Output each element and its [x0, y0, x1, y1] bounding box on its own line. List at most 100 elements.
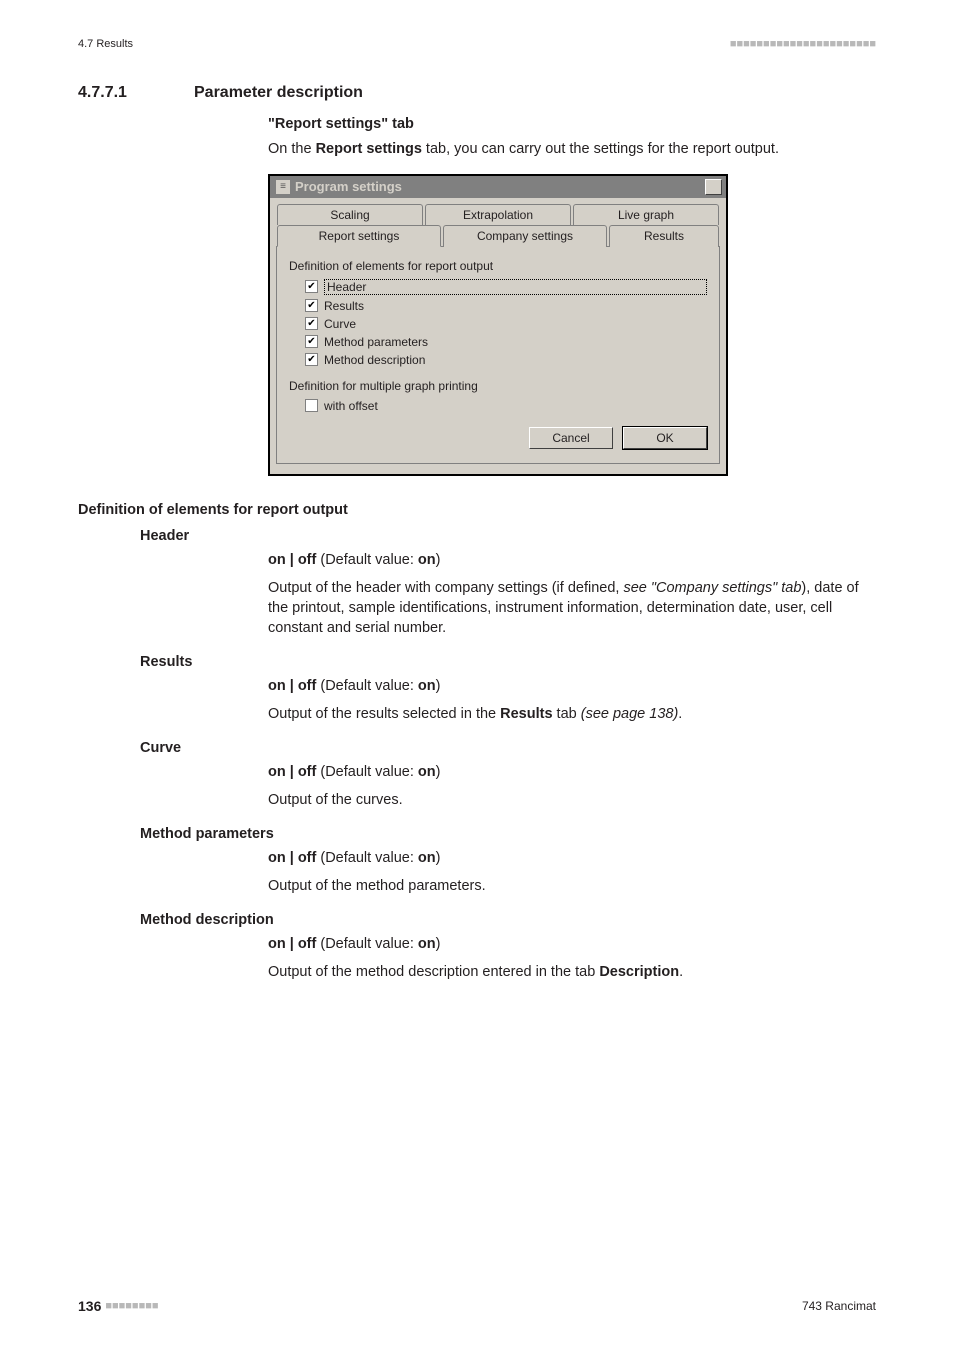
checkbox-method-parameters[interactable]	[305, 335, 318, 348]
checkbox-row-curve: Curve	[289, 315, 707, 333]
definition-curve-opt-val: on	[418, 764, 436, 780]
intro-subtitle: "Report settings" tab	[268, 116, 866, 132]
program-settings-dialog: ≡ Program settings × Scaling Extrapolati…	[268, 174, 728, 476]
definition-results: Results on | off (Default value: on) Out…	[78, 654, 876, 724]
checkbox-header[interactable]	[305, 280, 318, 293]
definition-results-opt-post: )	[436, 678, 441, 694]
definition-header: Header on | off (Default value: on) Outp…	[78, 528, 876, 638]
close-button[interactable]: ×	[705, 179, 722, 195]
definition-header-desc-pre: Output of the header with company settin…	[268, 580, 623, 596]
dialog-body: Scaling Extrapolation Live graph Report …	[270, 198, 726, 474]
tab-company-settings[interactable]: Company settings	[443, 225, 607, 247]
dialog-title: ≡ Program settings	[276, 179, 402, 194]
definition-method-parameters: Method parameters on | off (Default valu…	[78, 826, 876, 896]
definition-results-desc-post: .	[678, 706, 682, 722]
definition-header-opt-mid: (Default value:	[316, 552, 418, 568]
section-heading: 4.7.7.1 Parameter description	[78, 84, 876, 102]
page-number: 136	[78, 1298, 101, 1314]
page-footer: 136 ■■■■■■■■ 743 Rancimat	[78, 1298, 876, 1314]
definition-results-desc-mid: tab	[553, 706, 581, 722]
definition-results-body: on | off (Default value: on) Output of t…	[268, 676, 866, 724]
definition-method-description-label: Method description	[140, 912, 876, 928]
section-number: 4.7.7.1	[78, 84, 160, 102]
intro-text: On the Report settings tab, you can carr…	[268, 140, 866, 160]
definition-header-opt: on | off	[268, 552, 316, 568]
checkbox-curve-label: Curve	[324, 317, 356, 331]
definition-results-opt: on | off	[268, 678, 316, 694]
checkbox-header-label: Header	[324, 279, 707, 295]
ok-button[interactable]: OK	[623, 427, 707, 449]
definition-results-opt-val: on	[418, 678, 436, 694]
definition-curve-opt-post: )	[436, 764, 441, 780]
definition-curve: Curve on | off (Default value: on) Outpu…	[78, 740, 876, 810]
section-title: Parameter description	[194, 84, 363, 102]
definition-results-desc-bold: Results	[500, 706, 552, 722]
dialog-title-icon: ≡	[276, 180, 290, 194]
definition-method-parameters-opt-mid: (Default value:	[316, 850, 418, 866]
footer-product: 743 Rancimat	[802, 1299, 876, 1313]
definition-header-opt-post: )	[436, 552, 441, 568]
tab-report-settings[interactable]: Report settings	[277, 225, 441, 247]
definition-method-parameters-opt: on | off	[268, 850, 316, 866]
definition-results-desc-pre: Output of the results selected in the	[268, 706, 500, 722]
group-multiple-graph-label: Definition for multiple graph printing	[289, 379, 707, 393]
definition-method-description-desc-bold: Description	[599, 964, 679, 980]
checkbox-row-header: Header	[289, 277, 707, 297]
definition-method-description-body: on | off (Default value: on) Output of t…	[268, 934, 866, 982]
checkbox-method-description-label: Method description	[324, 353, 425, 367]
tab-results[interactable]: Results	[609, 225, 719, 247]
tab-extrapolation[interactable]: Extrapolation	[425, 204, 571, 225]
checkbox-results[interactable]	[305, 299, 318, 312]
definition-curve-label: Curve	[140, 740, 876, 756]
dialog-titlebar: ≡ Program settings ×	[270, 176, 726, 198]
definition-method-parameters-opt-val: on	[418, 850, 436, 866]
definition-method-parameters-label: Method parameters	[140, 826, 876, 842]
checkbox-row-results: Results	[289, 297, 707, 315]
definition-method-description-desc-post: .	[679, 964, 683, 980]
definition-header-body: on | off (Default value: on) Output of t…	[268, 550, 866, 638]
definition-header-label: Header	[140, 528, 876, 544]
dialog-title-text: Program settings	[295, 179, 402, 194]
group-elements-label: Definition of elements for report output	[289, 259, 707, 273]
definitions-heading: Definition of elements for report output	[78, 502, 876, 518]
header-dots: ■■■■■■■■■■■■■■■■■■■■■■	[730, 38, 876, 50]
definition-method-parameters-desc: Output of the method parameters.	[268, 876, 866, 896]
checkbox-row-with-offset: with offset	[289, 397, 707, 415]
checkbox-row-method-parameters: Method parameters	[289, 333, 707, 351]
footer-dots: ■■■■■■■■	[105, 1300, 158, 1312]
definition-header-desc-italic: see "Company settings" tab	[623, 580, 801, 596]
header-section-ref: 4.7 Results	[78, 38, 133, 50]
definition-method-description-opt-post: )	[436, 936, 441, 952]
tab-scaling[interactable]: Scaling	[277, 204, 423, 225]
definition-results-label: Results	[140, 654, 876, 670]
dialog-buttons: Cancel OK	[289, 427, 707, 449]
intro-block: "Report settings" tab On the Report sett…	[268, 116, 866, 476]
definition-curve-opt-mid: (Default value:	[316, 764, 418, 780]
definition-method-parameters-opt-post: )	[436, 850, 441, 866]
definition-curve-desc: Output of the curves.	[268, 790, 866, 810]
definition-results-opt-mid: (Default value:	[316, 678, 418, 694]
checkbox-curve[interactable]	[305, 317, 318, 330]
footer-left: 136 ■■■■■■■■	[78, 1298, 159, 1314]
checkbox-results-label: Results	[324, 299, 364, 313]
definition-method-description-opt-mid: (Default value:	[316, 936, 418, 952]
definition-curve-body: on | off (Default value: on) Output of t…	[268, 762, 866, 810]
definition-method-description-opt: on | off	[268, 936, 316, 952]
intro-text-pre: On the	[268, 141, 316, 157]
definition-header-opt-val: on	[418, 552, 436, 568]
intro-text-post: tab, you can carry out the settings for …	[422, 141, 779, 157]
definition-method-description: Method description on | off (Default val…	[78, 912, 876, 982]
definition-curve-opt: on | off	[268, 764, 316, 780]
checkbox-row-method-description: Method description	[289, 351, 707, 369]
checkbox-with-offset-label: with offset	[324, 399, 378, 413]
checkbox-method-description[interactable]	[305, 353, 318, 366]
tab-live-graph[interactable]: Live graph	[573, 204, 719, 225]
cancel-button[interactable]: Cancel	[529, 427, 613, 449]
tab-panel-report-settings: Definition of elements for report output…	[276, 246, 720, 464]
checkbox-with-offset[interactable]	[305, 399, 318, 412]
checkbox-method-parameters-label: Method parameters	[324, 335, 428, 349]
definition-method-description-opt-val: on	[418, 936, 436, 952]
intro-text-bold: Report settings	[316, 141, 422, 157]
definition-method-description-desc-pre: Output of the method description entered…	[268, 964, 599, 980]
dialog-tabs: Scaling Extrapolation Live graph Report …	[276, 204, 720, 247]
